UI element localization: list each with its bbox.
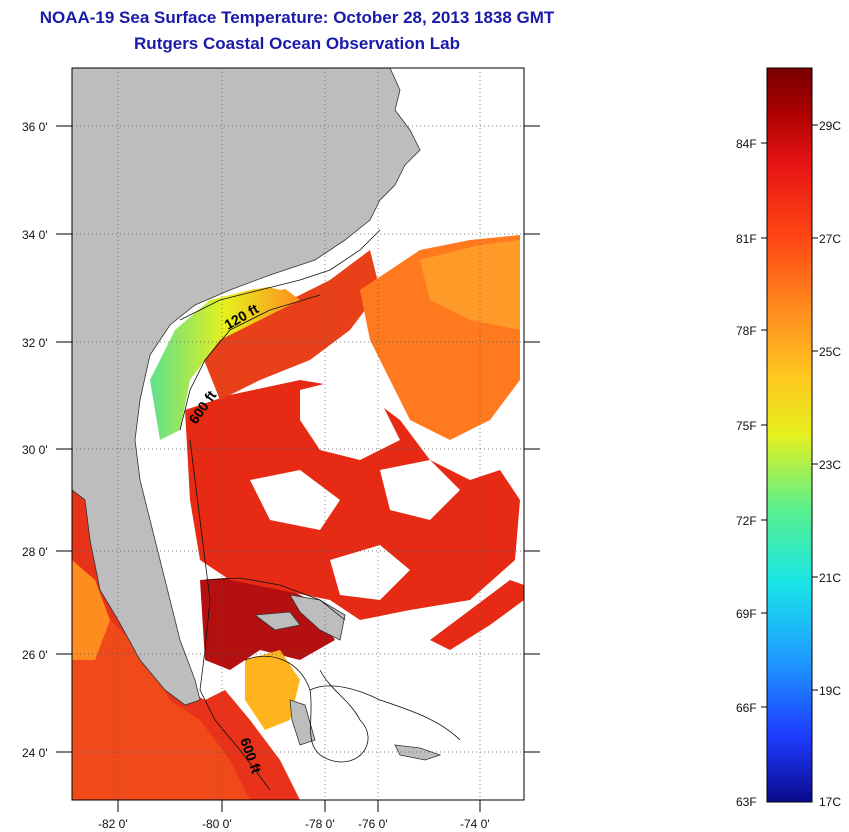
fahrenheit-label: 69F: [736, 607, 757, 621]
fahrenheit-label: 81F: [736, 232, 757, 246]
celsius-label: 23C: [819, 458, 841, 472]
celsius-label: 29C: [819, 119, 841, 133]
map-border: [71, 67, 525, 801]
map-subtitle: Rutgers Coastal Ocean Observation Lab: [134, 34, 460, 53]
celsius-label: 17C: [819, 795, 841, 809]
lat-label: 36 0': [22, 120, 48, 134]
depth-contours: [179, 229, 461, 791]
lon-label: -74 0': [460, 817, 490, 831]
celsius-label: 21C: [819, 571, 841, 585]
fahrenheit-label: 78F: [736, 324, 757, 338]
graticule: [72, 68, 524, 800]
colorbar-ticks: [761, 124, 818, 708]
landmass: [72, 68, 442, 761]
lat-label: 26 0': [22, 648, 48, 662]
lon-label: -76 0': [358, 817, 388, 831]
fahrenheit-label: 72F: [736, 514, 757, 528]
lon-label: -82 0': [98, 817, 128, 831]
map-title: NOAA-19 Sea Surface Temperature: October…: [39, 8, 555, 27]
lon-label: -78 0': [305, 817, 335, 831]
bahamas-island: [289, 699, 316, 746]
axis-ticks: [56, 125, 540, 812]
colorbar: [766, 67, 813, 803]
lat-label: 34 0': [22, 228, 48, 242]
lat-label: 30 0': [22, 443, 48, 457]
celsius-label: 25C: [819, 345, 841, 359]
bahamas-island: [394, 744, 442, 761]
fahrenheit-label: 66F: [736, 701, 757, 715]
lat-label: 24 0': [22, 746, 48, 760]
fahrenheit-label: 84F: [736, 137, 757, 151]
celsius-label: 27C: [819, 232, 841, 246]
lat-label: 28 0': [22, 545, 48, 559]
celsius-label: 19C: [819, 684, 841, 698]
sst-field: [72, 90, 524, 800]
fahrenheit-label: 63F: [736, 795, 757, 809]
bahamas-island: [253, 611, 301, 631]
fahrenheit-label: 75F: [736, 419, 757, 433]
lat-label: 32 0': [22, 336, 48, 350]
lon-label: -80 0': [202, 817, 232, 831]
